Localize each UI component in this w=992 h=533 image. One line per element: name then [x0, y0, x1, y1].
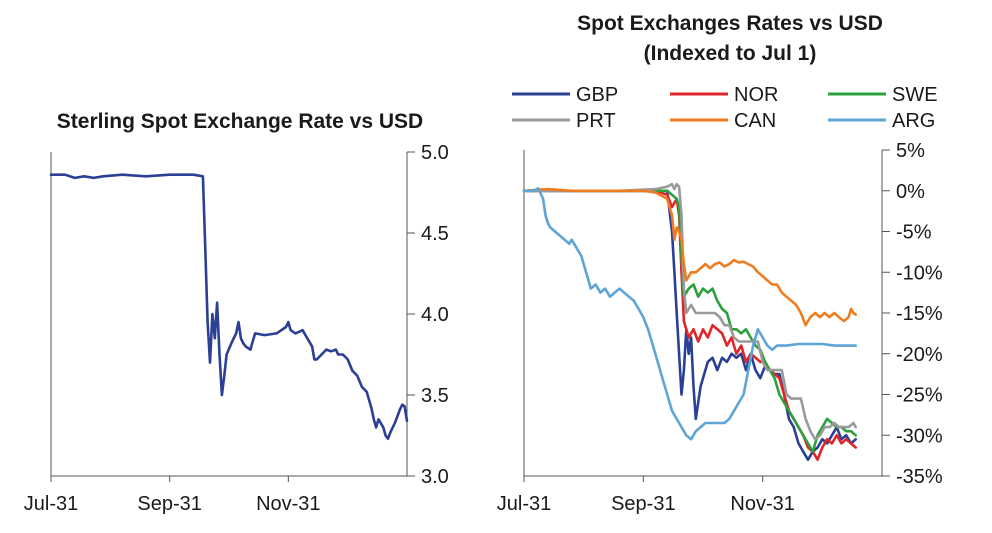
left-x-tick-label: Sep-31	[137, 493, 202, 515]
right-y-tick-label: 0%	[896, 181, 925, 203]
right-series-can	[522, 187, 858, 327]
legend-label-gbp: GBP	[576, 84, 618, 106]
right-chart-legend: GBP NOR SWE PRT CAN ARG	[512, 84, 938, 132]
left-y-tick-label: 4.5	[421, 223, 449, 245]
left-y-tick-label: 3.0	[421, 466, 449, 488]
left-y-tick-label: 4.0	[421, 304, 449, 326]
left-chart-title: Sterling Spot Exchange Rate vs USD	[56, 110, 424, 133]
right-y-tick-label: -10%	[896, 262, 943, 284]
right-y-tick-label: -30%	[896, 425, 943, 447]
left-x-tick-label: Jul-31	[24, 493, 78, 515]
legend-label-nor: NOR	[734, 84, 778, 106]
right-y-tick-label: 5%	[896, 140, 925, 162]
left-y-tick-label: 5.0	[421, 142, 449, 164]
legend-label-prt: PRT	[576, 110, 616, 132]
right-y-tick-label: -15%	[896, 303, 943, 325]
right-chart-title-line-2: (Indexed to Jul 1)	[643, 42, 817, 65]
right-series-gbp	[522, 189, 858, 462]
right-x-tick-label: Nov-31	[730, 493, 794, 515]
right-series-prt	[522, 182, 858, 441]
right-x-tick-label: Sep-31	[611, 493, 676, 515]
right-y-tick-label: -20%	[896, 344, 943, 366]
right-x-tick-label: Jul-31	[497, 493, 551, 515]
right-y-tick-label: -35%	[896, 466, 943, 488]
left-x-tick-label: Nov-31	[256, 493, 320, 515]
legend-label-can: CAN	[734, 110, 776, 132]
right-series-swe	[522, 189, 858, 453]
left-y-tick-label: 3.5	[421, 385, 449, 407]
right-chart: 5% 0% -5% -10% -15% -20% -25% -30% -35% Jul-31 Sep…	[497, 140, 943, 515]
left-series-gbp	[49, 173, 409, 441]
left-chart: 3.0 3.5 4.0 4.5 5.0 Jul-31 Sep-31 Nov-31	[24, 142, 449, 515]
right-chart-title-line-1: Spot Exchanges Rates vs USD	[577, 12, 883, 35]
right-series-arg	[522, 187, 858, 441]
legend-label-arg: ARG	[892, 110, 935, 132]
right-y-tick-label: -5%	[896, 222, 932, 244]
legend-label-swe: SWE	[892, 84, 938, 106]
right-y-tick-label: -25%	[896, 385, 943, 407]
